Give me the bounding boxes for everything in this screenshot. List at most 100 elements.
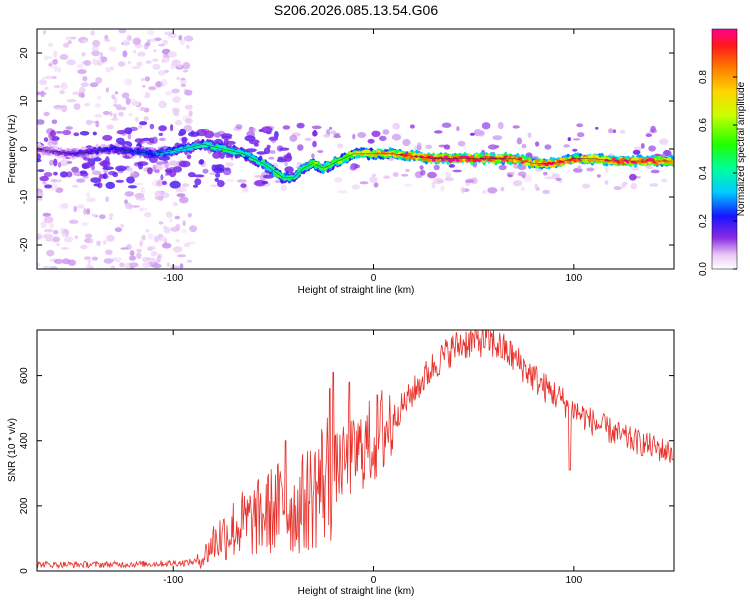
noise-blob	[649, 183, 659, 187]
noise-blob	[119, 223, 125, 228]
noise-blob	[53, 258, 64, 264]
noise-blob	[62, 232, 66, 237]
spectrogram-noise	[37, 29, 672, 269]
noise-blob-strong	[261, 126, 273, 134]
noise-blob	[555, 177, 562, 181]
noise-blob	[147, 245, 157, 251]
noise-blob	[154, 190, 164, 198]
noise-blob	[154, 195, 164, 200]
noise-blob	[160, 174, 164, 181]
spectrogram-x-tick-label: 100	[565, 273, 582, 284]
noise-blob	[337, 143, 344, 149]
noise-blob	[586, 167, 595, 172]
noise-blob	[106, 234, 115, 242]
noise-blob	[42, 265, 50, 269]
noise-blob	[646, 165, 654, 170]
noise-blob-strong	[50, 130, 56, 138]
ridge-segment	[188, 147, 193, 151]
noise-blob	[103, 258, 114, 264]
noise-blob	[89, 82, 99, 88]
noise-blob	[57, 66, 61, 73]
colorbar-label: Normalized spectral amplitude	[736, 81, 747, 216]
noise-blob	[359, 181, 369, 185]
noise-blob	[184, 104, 193, 110]
noise-blob-strong	[147, 167, 153, 175]
noise-blob	[161, 242, 172, 249]
snr-y-tick-label: 600	[19, 367, 30, 384]
noise-blob-strong	[263, 147, 271, 155]
noise-blob	[445, 171, 452, 179]
noise-blob	[125, 97, 131, 105]
noise-blob	[52, 236, 60, 243]
noise-blob-strong	[158, 155, 171, 161]
noise-blob	[156, 180, 164, 187]
noise-blob	[521, 186, 525, 192]
noise-blob	[452, 169, 463, 173]
noise-blob	[166, 262, 170, 267]
noise-blob	[94, 114, 103, 118]
noise-blob	[157, 70, 166, 76]
snr-x-tick-label: 0	[371, 575, 377, 586]
noise-blob	[73, 103, 81, 110]
noise-blob-strong	[134, 138, 144, 143]
noise-blob	[119, 262, 125, 268]
noise-blob	[172, 246, 183, 253]
noise-blob	[95, 120, 100, 128]
noise-blob	[648, 145, 656, 152]
noise-blob	[567, 137, 571, 142]
noise-blob	[136, 252, 142, 259]
noise-blob	[108, 46, 117, 52]
noise-blob	[83, 60, 92, 66]
noise-blob	[650, 125, 656, 133]
noise-blob	[153, 235, 160, 243]
noise-blob-strong	[276, 158, 287, 163]
noise-blob	[43, 233, 53, 239]
noise-blob	[86, 208, 91, 215]
noise-blob	[99, 51, 104, 59]
noise-blob	[148, 86, 157, 91]
noise-blob	[333, 135, 342, 139]
noise-blob	[179, 38, 185, 46]
noise-blob	[659, 138, 669, 145]
noise-blob	[44, 75, 54, 80]
noise-blob	[312, 140, 317, 148]
noise-blob	[185, 44, 190, 50]
noise-blob	[433, 164, 440, 171]
noise-blob	[49, 159, 54, 166]
noise-blob	[163, 226, 171, 234]
noise-blob	[402, 138, 411, 147]
noise-blob	[91, 50, 100, 57]
noise-blob	[543, 171, 548, 176]
noise-blob	[139, 106, 146, 112]
noise-blob-strong	[92, 131, 97, 136]
noise-blob	[149, 258, 157, 263]
spectrogram-y-tick-label: 20	[19, 47, 30, 59]
noise-blob	[296, 162, 303, 166]
noise-blob	[139, 240, 144, 247]
noise-blob	[82, 75, 88, 82]
noise-blob-strong	[178, 160, 191, 168]
noise-blob	[184, 89, 193, 96]
noise-blob	[135, 116, 139, 123]
ridge-segment	[255, 160, 261, 163]
noise-blob	[127, 60, 131, 65]
noise-blob	[135, 197, 146, 201]
noise-blob	[139, 207, 144, 212]
noise-blob	[45, 238, 54, 242]
noise-blob	[71, 166, 79, 173]
noise-blob	[137, 51, 146, 57]
noise-blob	[109, 213, 114, 218]
noise-blob	[104, 38, 111, 42]
figure-title: S206.2026.085.13.54.G06	[274, 2, 438, 18]
noise-blob	[661, 178, 668, 183]
noise-blob	[154, 169, 160, 174]
ridge-segment	[518, 157, 523, 161]
noise-blob	[121, 92, 130, 99]
noise-blob-strong	[211, 164, 217, 172]
noise-blob	[142, 85, 146, 88]
ridge-segment	[159, 152, 165, 156]
ridge-segment	[443, 155, 448, 158]
noise-blob	[382, 129, 390, 135]
spectrogram-x-ticks: -100 0 100	[163, 29, 583, 284]
noise-blob	[521, 143, 527, 149]
